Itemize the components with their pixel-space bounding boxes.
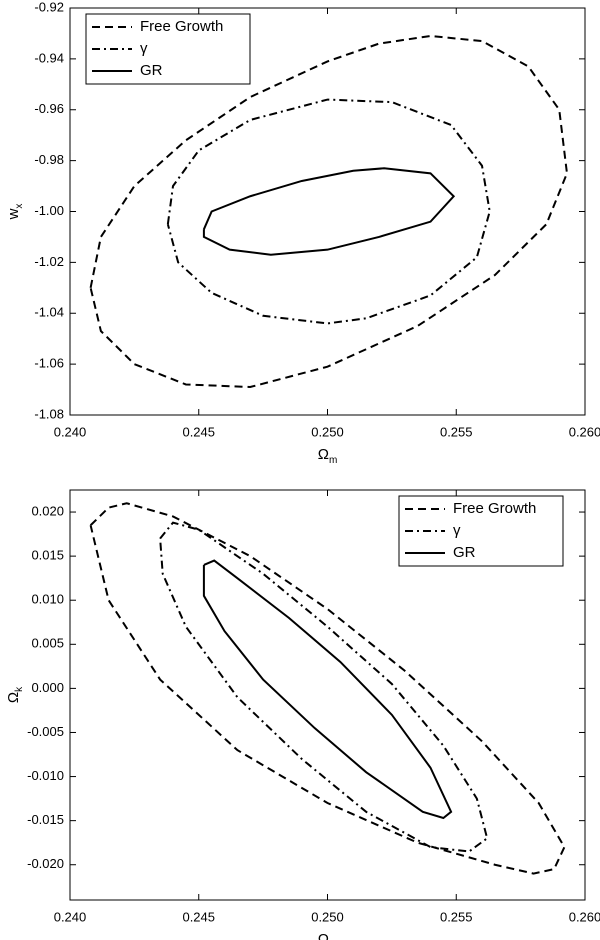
y-axis-label-main: w xyxy=(5,208,22,220)
panel: 0.240 0.245 0.250 0.255 0.260 -0.020 -0.015 -0.… xyxy=(5,489,600,940)
y-tick-label: -1.08 xyxy=(34,406,64,421)
y-tick-label: -0.010 xyxy=(27,768,64,783)
contour xyxy=(159,521,489,853)
y-tick-label: -0.98 xyxy=(34,152,64,167)
y-tick-label: -0.94 xyxy=(34,50,64,65)
y-tick-label: -1.06 xyxy=(34,356,64,371)
y-tick-label: 0.005 xyxy=(31,636,64,651)
x-axis-label-sub: m xyxy=(329,455,337,466)
legend-label: Free Growth xyxy=(453,500,536,517)
x-axis-label-main: Ω xyxy=(318,446,329,463)
y-tick-label: -1.04 xyxy=(34,305,64,320)
contour xyxy=(202,167,456,256)
y-axis-label-sub: x xyxy=(14,204,25,209)
legend-label: γ xyxy=(453,522,461,539)
y-axis-label-main: Ω xyxy=(5,692,22,703)
contour xyxy=(166,98,491,325)
x-axis-label: Ωm xyxy=(318,446,338,466)
x-tick-label: 0.255 xyxy=(440,424,473,439)
y-tick-label: 0.015 xyxy=(31,548,64,563)
y-tick-label: 0.000 xyxy=(31,680,64,695)
y-tick-label: -0.005 xyxy=(27,724,64,739)
contour xyxy=(89,34,568,389)
y-tick-label: 0.020 xyxy=(31,503,64,518)
y-axis-label-sub: k xyxy=(14,686,25,692)
y-axis-label: Ωk xyxy=(5,686,25,703)
contour xyxy=(202,559,453,820)
y-tick-label: -0.015 xyxy=(27,812,64,827)
panel: 0.240 0.245 0.250 0.255 0.260 -1.08 -1.06 -1.04… xyxy=(5,0,600,466)
legend-label: GR xyxy=(140,62,163,79)
x-tick-label: 0.245 xyxy=(182,909,215,924)
x-tick-label: 0.250 xyxy=(311,424,344,439)
x-tick-label: 0.260 xyxy=(569,424,600,439)
legend-label: GR xyxy=(453,544,476,561)
y-tick-label: -0.96 xyxy=(34,101,64,116)
y-tick-label: 0.010 xyxy=(31,592,64,607)
x-tick-label: 0.250 xyxy=(311,909,344,924)
y-tick-label: -0.020 xyxy=(27,856,64,871)
legend-label: Free Growth xyxy=(140,18,223,35)
y-axis-label: wx xyxy=(5,204,25,221)
y-tick-label: -1.02 xyxy=(34,254,64,269)
y-tick-label: -1.00 xyxy=(34,203,64,218)
x-tick-label: 0.240 xyxy=(54,909,87,924)
x-axis-label-main: Ω xyxy=(318,931,329,940)
y-tick-label: -0.92 xyxy=(34,0,64,14)
x-tick-label: 0.245 xyxy=(182,424,215,439)
contour xyxy=(89,502,566,875)
x-tick-label: 0.240 xyxy=(54,424,87,439)
x-axis-label: Ωm xyxy=(318,931,338,940)
legend-label: γ xyxy=(140,40,148,57)
x-tick-label: 0.260 xyxy=(569,909,600,924)
x-tick-label: 0.255 xyxy=(440,909,473,924)
